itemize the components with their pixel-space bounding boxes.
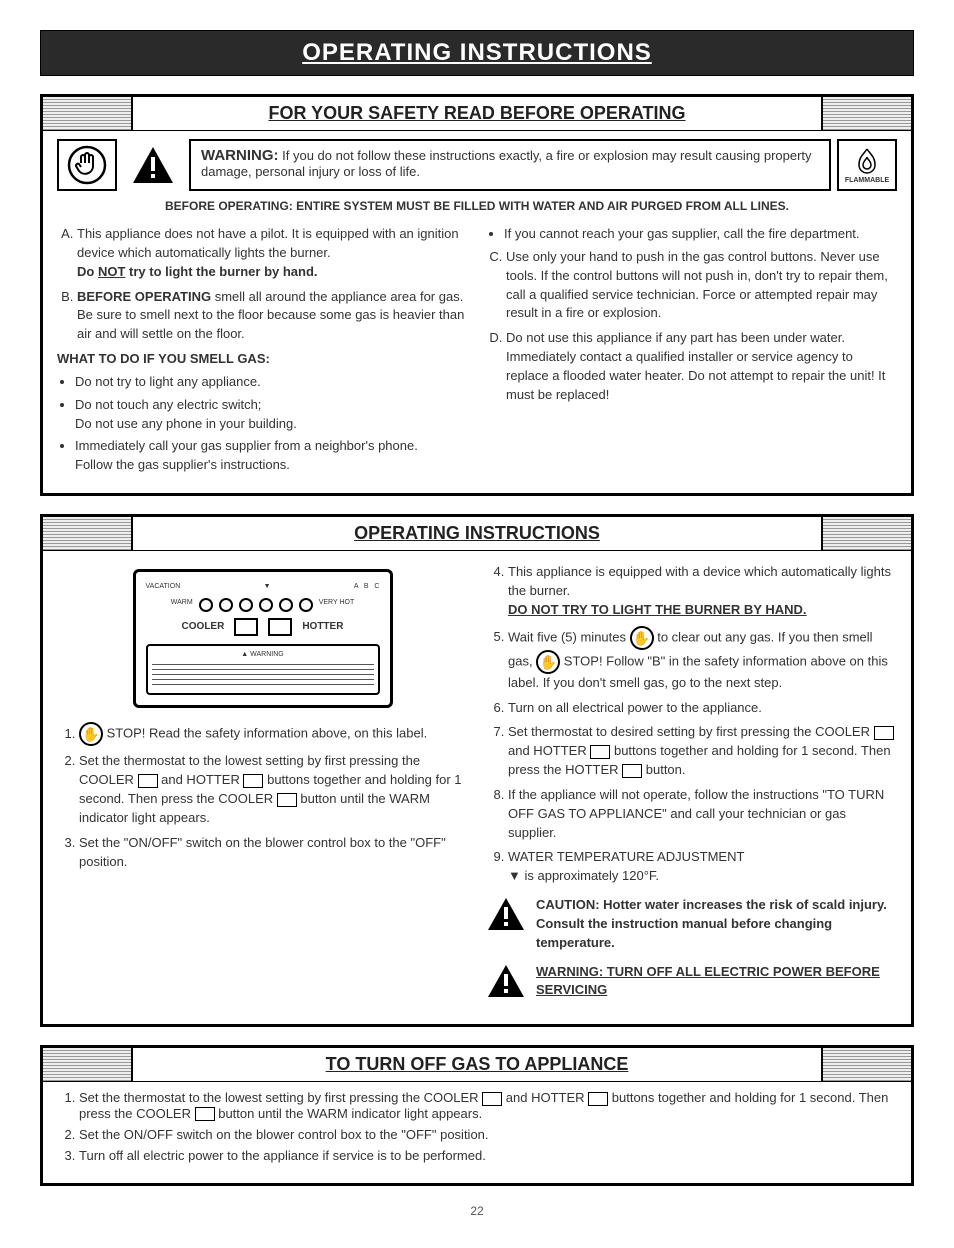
op-step-5: Wait five (5) minutes ✋ to clear out any… xyxy=(508,626,897,693)
hotter-btn-icon-2 xyxy=(590,745,610,759)
cooler-btn-icon-3 xyxy=(874,726,894,740)
operating-title: OPERATING INSTRUCTIONS xyxy=(133,517,821,550)
warning-triangle-icon xyxy=(123,139,183,191)
smell-bullet-2: Do not touch any electric switch; Do not… xyxy=(75,396,468,434)
smell-bullet-3: Immediately call your gas supplier from … xyxy=(75,437,468,475)
warning-block: WARNING: TURN OFF ALL ELECTRIC POWER BEF… xyxy=(486,963,897,1001)
caution-block: CAUTION: Hotter water increases the risk… xyxy=(486,896,897,953)
warning-box: WARNING: If you do not follow these inst… xyxy=(189,139,831,191)
op-hatch-left xyxy=(43,517,133,550)
warning-body: If you do not follow these instructions … xyxy=(201,148,812,179)
turnoff-section: TO TURN OFF GAS TO APPLIANCE Set the the… xyxy=(40,1045,914,1186)
flammable-label: FLAMMABLE xyxy=(845,177,889,184)
turnoff-step-3: Turn off all electric power to the appli… xyxy=(79,1148,897,1163)
op-step-1: ✋ STOP! Read the safety information abov… xyxy=(79,722,468,746)
operating-section: OPERATING INSTRUCTIONS VACATION ▼ A B C … xyxy=(40,514,914,1027)
stop-hand-icon-3: ✋ xyxy=(536,650,560,674)
turnoff-step-1: Set the thermostat to the lowest setting… xyxy=(79,1090,897,1121)
op-step-3: Set the "ON/OFF" switch on the blower co… xyxy=(79,834,468,872)
control-panel-diagram: VACATION ▼ A B C WARM VERY HOT COOLER xyxy=(133,569,393,708)
hotter-btn-icon-4 xyxy=(588,1092,608,1106)
safety-title: FOR YOUR SAFETY READ BEFORE OPERATING xyxy=(133,97,821,130)
before-operating-note: BEFORE OPERATING: ENTIRE SYSTEM MUST BE … xyxy=(57,199,897,213)
caution-text: CAUTION: Hotter water increases the risk… xyxy=(536,896,897,953)
cooler-btn-icon xyxy=(138,774,158,788)
safety-section: FOR YOUR SAFETY READ BEFORE OPERATING WA… xyxy=(40,94,914,496)
turnoff-title: TO TURN OFF GAS TO APPLIANCE xyxy=(133,1048,821,1081)
cooler-btn-icon-2 xyxy=(277,793,297,807)
smell-gas-head: WHAT TO DO IF YOU SMELL GAS: xyxy=(57,350,468,369)
turnoff-hatch-left xyxy=(43,1048,133,1081)
caution-triangle-icon xyxy=(486,896,526,932)
operating-left-col: VACATION ▼ A B C WARM VERY HOT COOLER xyxy=(57,559,468,1010)
header-hatch-left xyxy=(43,97,133,130)
main-header: OPERATING INSTRUCTIONS xyxy=(40,30,914,76)
op-step-9: WATER TEMPERATURE ADJUSTMENT ▼ is approx… xyxy=(508,848,897,886)
op-step-4: This appliance is equipped with a device… xyxy=(508,563,897,620)
hotter-arrow-icon xyxy=(268,618,292,636)
warning-lead: WARNING: xyxy=(201,147,279,164)
stop-hand-icon: ✋ xyxy=(79,722,103,746)
op-step-8: If the appliance will not operate, follo… xyxy=(508,786,897,843)
op-hatch-right xyxy=(821,517,911,550)
turnoff-step-2: Set the ON/OFF switch on the blower cont… xyxy=(79,1127,897,1142)
hotter-btn-icon-3 xyxy=(622,764,642,778)
operating-right-col: This appliance is equipped with a device… xyxy=(486,559,897,1010)
safety-item-a-bold: Do NOT try to light the burner by hand. xyxy=(77,264,318,279)
hand-stop-icon xyxy=(57,139,117,191)
safety-item-a: This appliance does not have a pilot. It… xyxy=(77,225,468,282)
stop-hand-icon-2: ✋ xyxy=(630,626,654,650)
warning-triangle-icon-2 xyxy=(486,963,526,999)
cooler-btn-icon-4 xyxy=(482,1092,502,1106)
hotter-btn-icon xyxy=(243,774,263,788)
cooler-arrow-icon xyxy=(234,618,258,636)
warning-text: WARNING: TURN OFF ALL ELECTRIC POWER BEF… xyxy=(536,963,897,1001)
turnoff-hatch-right xyxy=(821,1048,911,1081)
header-hatch-right xyxy=(821,97,911,130)
cooler-btn-icon-5 xyxy=(195,1107,215,1121)
smell-bullet-1: Do not try to light any appliance. xyxy=(75,373,468,392)
smell-bullet-4: If you cannot reach your gas supplier, c… xyxy=(504,225,897,244)
safety-item-b: BEFORE OPERATING smell all around the ap… xyxy=(77,288,468,345)
op-step-6: Turn on all electrical power to the appl… xyxy=(508,699,897,718)
flammable-icon: FLAMMABLE xyxy=(837,139,897,191)
safety-item-c: Use only your hand to push in the gas co… xyxy=(506,248,897,323)
page-number: 22 xyxy=(40,1204,914,1218)
safety-right-col: If you cannot reach your gas supplier, c… xyxy=(486,221,897,479)
safety-item-d: Do not use this appliance if any part ha… xyxy=(506,329,897,404)
op-step-2: Set the thermostat to the lowest setting… xyxy=(79,752,468,827)
safety-left-col: This appliance does not have a pilot. It… xyxy=(57,221,468,479)
op-step-7: Set thermostat to desired setting by fir… xyxy=(508,723,897,780)
